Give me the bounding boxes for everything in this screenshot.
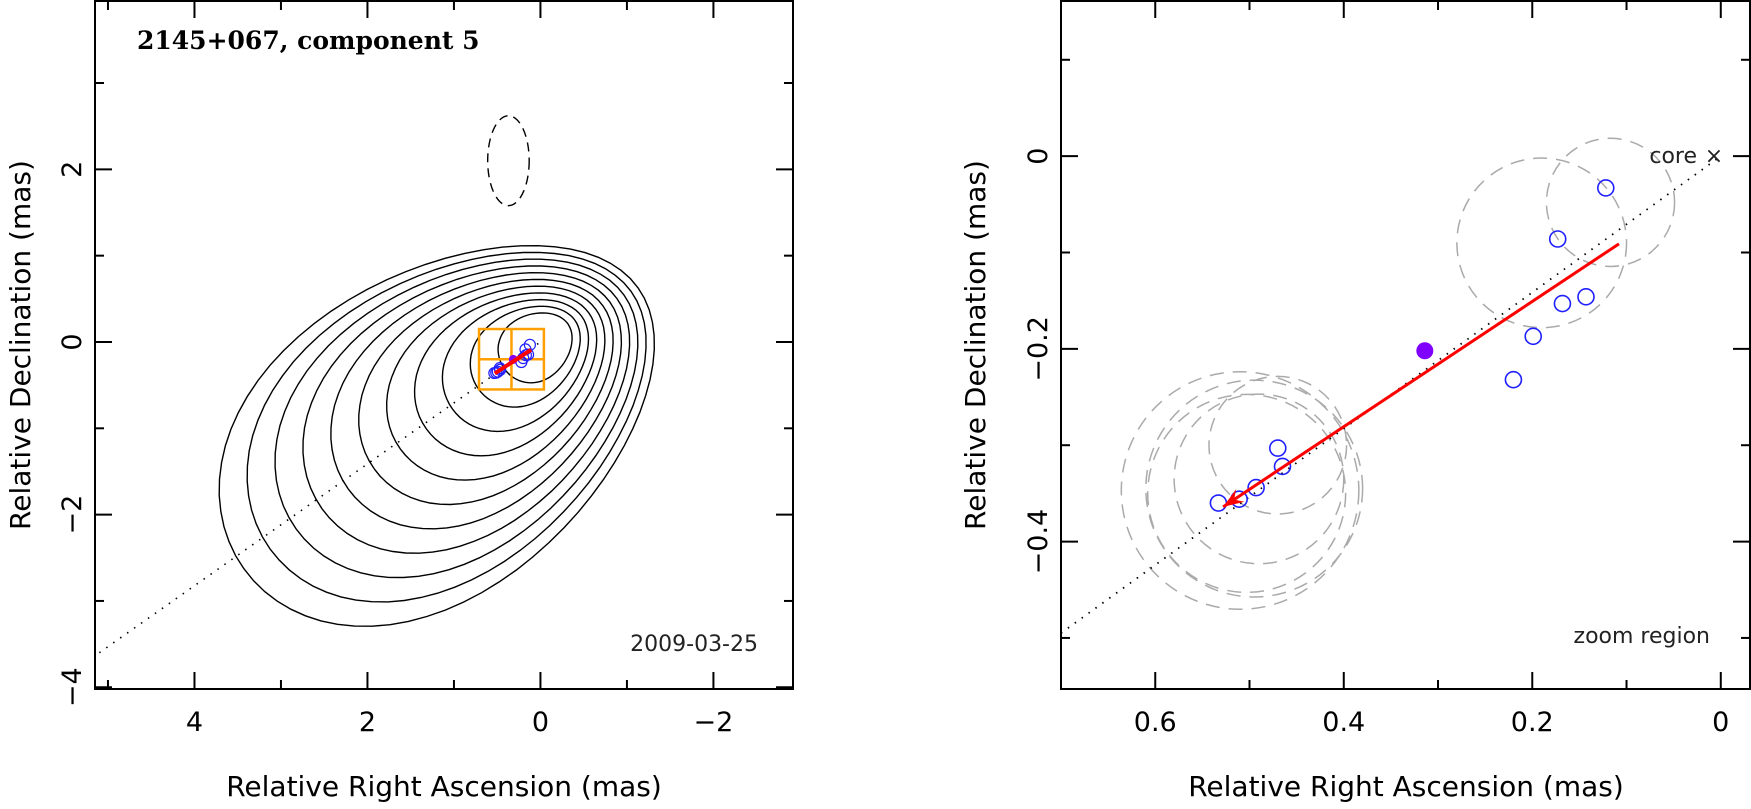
mean-position-marker [1416, 342, 1434, 360]
y-tick-label: 0 [57, 333, 88, 350]
left-plot-frame [94, 0, 794, 690]
right-axis-ticks: 0.6 0.4 0.2 0 0 −0.2 −0.4 [1023, 1, 1750, 738]
component-marker [1209, 494, 1228, 512]
x-tick-label: 0 [532, 707, 549, 738]
contour-line [413, 292, 598, 457]
zoom-region-label: zoom region [1574, 624, 1710, 649]
component-size-circle [1146, 393, 1347, 594]
right-plot-frame [1060, 0, 1751, 690]
component-marker [1553, 294, 1572, 313]
right-y-axis-label: Relative Declination (mas) [959, 160, 992, 530]
left-x-axis-label: Relative Right Ascension (mas) [226, 770, 662, 803]
right-overlay [1060, 137, 1722, 634]
component-size-circle [1456, 157, 1628, 329]
component-marker [1247, 478, 1265, 497]
component-marker [1577, 288, 1595, 306]
contour-line [441, 298, 590, 433]
x-tick-label: −2 [694, 707, 734, 738]
component-marker-mini [488, 366, 501, 380]
velocity-vector-mini [493, 348, 533, 376]
y-tick-label: −2 [57, 495, 88, 535]
component-marker-mini [494, 363, 507, 376]
velocity-arrowhead [1223, 489, 1245, 507]
component-size-circle [1173, 393, 1345, 565]
component-size-circle [1145, 379, 1364, 598]
epoch-label: 2009-03-25 [630, 632, 758, 657]
y-tick-label: −0.2 [1023, 316, 1054, 382]
left-overlay [98, 115, 546, 654]
right-panel: 0.6 0.4 0.2 0 0 −0.2 −0.4 zoom region core × R… [959, 0, 1751, 803]
velocity-vector [1222, 242, 1620, 509]
contour-line [330, 271, 623, 530]
component-size-circle [1208, 375, 1348, 515]
core-label: core [1649, 144, 1697, 169]
left-panel: 4 2 0 −2 2 0 −2 −4 2145+067, component 5 2009-0… [4, 0, 794, 803]
beam-ellipse [486, 115, 530, 207]
contour-map [218, 244, 656, 627]
component-size-circle [1120, 370, 1360, 611]
component-marker [1268, 439, 1287, 457]
right-x-axis-label: Relative Right Ascension (mas) [1188, 770, 1624, 803]
contour-line [469, 305, 581, 408]
left-axis-ticks: 4 2 0 −2 2 0 −2 −4 [57, 1, 793, 738]
x-tick-label: 2 [359, 707, 376, 738]
contour-line [246, 251, 647, 603]
component-size-circle [1545, 137, 1676, 268]
component-marker [1273, 457, 1292, 476]
component-marker [1524, 327, 1543, 346]
core-marker: × [1705, 144, 1723, 169]
x-tick-label: 0.4 [1322, 707, 1365, 738]
component-marker [1548, 230, 1567, 248]
y-tick-label: 2 [57, 161, 88, 178]
contour-line [497, 312, 573, 384]
left-y-axis-label: Relative Declination (mas) [4, 160, 37, 530]
x-tick-label: 0 [1712, 707, 1729, 738]
contour-line [218, 244, 656, 627]
y-tick-label: −0.4 [1023, 509, 1054, 575]
contour-line [302, 265, 631, 554]
component-marker [1504, 370, 1523, 389]
left-title: 2145+067, component 5 [137, 26, 480, 55]
y-tick-label: 0 [1023, 148, 1054, 165]
component-marker [1596, 179, 1615, 197]
contour-line [358, 278, 614, 506]
x-tick-label: 0.6 [1134, 707, 1177, 738]
y-tick-label: −4 [57, 667, 88, 707]
contour-line [385, 285, 606, 481]
x-tick-label: 0.2 [1511, 707, 1554, 738]
jet-axis-line [98, 341, 541, 654]
x-tick-label: 4 [186, 707, 203, 738]
contour-line [274, 258, 639, 579]
